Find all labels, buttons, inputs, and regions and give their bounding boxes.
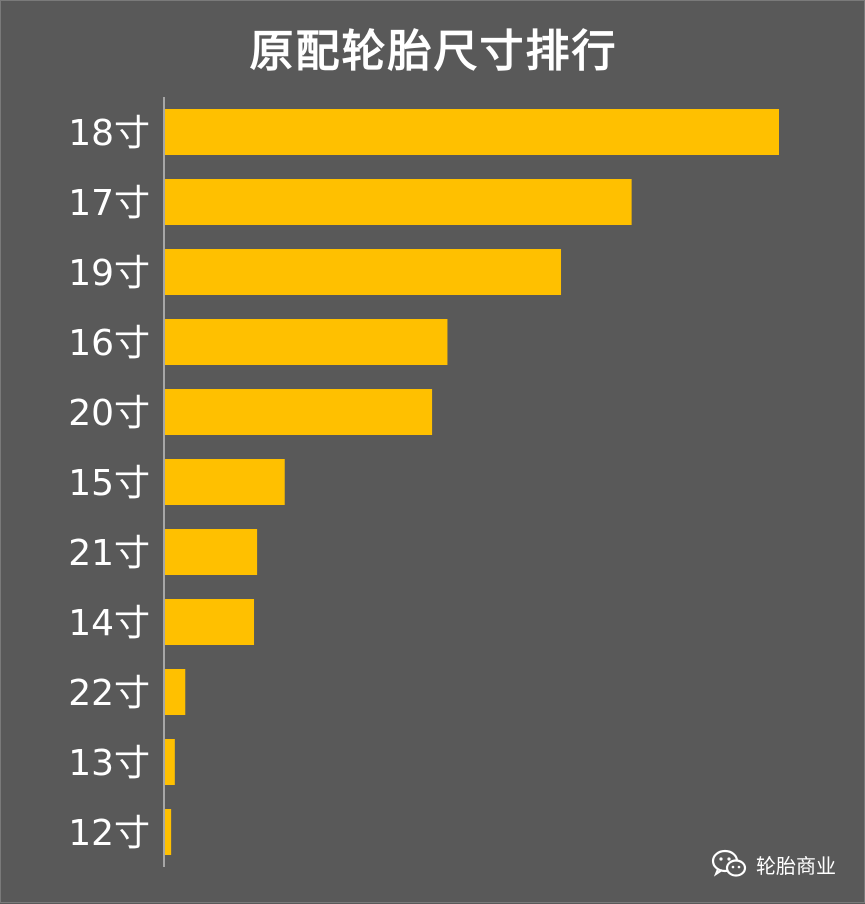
bar-12寸: [165, 809, 172, 855]
category-label: 17寸: [68, 183, 150, 224]
chart-title: 原配轮胎尺寸排行: [249, 26, 618, 77]
bar-16寸: [165, 319, 448, 365]
watermark-text: 轮胎商业: [756, 853, 836, 878]
bar-22寸: [165, 669, 186, 715]
bar-21寸: [165, 529, 258, 575]
category-label: 14寸: [68, 603, 150, 644]
category-label: 20寸: [68, 393, 150, 434]
bar-20寸: [165, 389, 433, 435]
bar-15寸: [165, 459, 285, 505]
watermark: 轮胎商业: [710, 848, 836, 880]
category-label: 13寸: [68, 743, 150, 784]
bar-13寸: [165, 739, 175, 785]
category-label: 15寸: [68, 463, 150, 504]
category-label: 18寸: [68, 113, 150, 154]
wechat-icon: [711, 849, 747, 877]
category-label: 21寸: [68, 533, 150, 574]
bar-14寸: [165, 599, 255, 645]
bar-17寸: [165, 179, 632, 225]
category-label: 12寸: [68, 813, 150, 854]
category-label: 22寸: [68, 673, 150, 714]
bar-19寸: [165, 249, 562, 295]
category-label: 16寸: [68, 323, 150, 364]
bar-18寸: [165, 109, 779, 155]
category-label: 19寸: [68, 253, 150, 294]
